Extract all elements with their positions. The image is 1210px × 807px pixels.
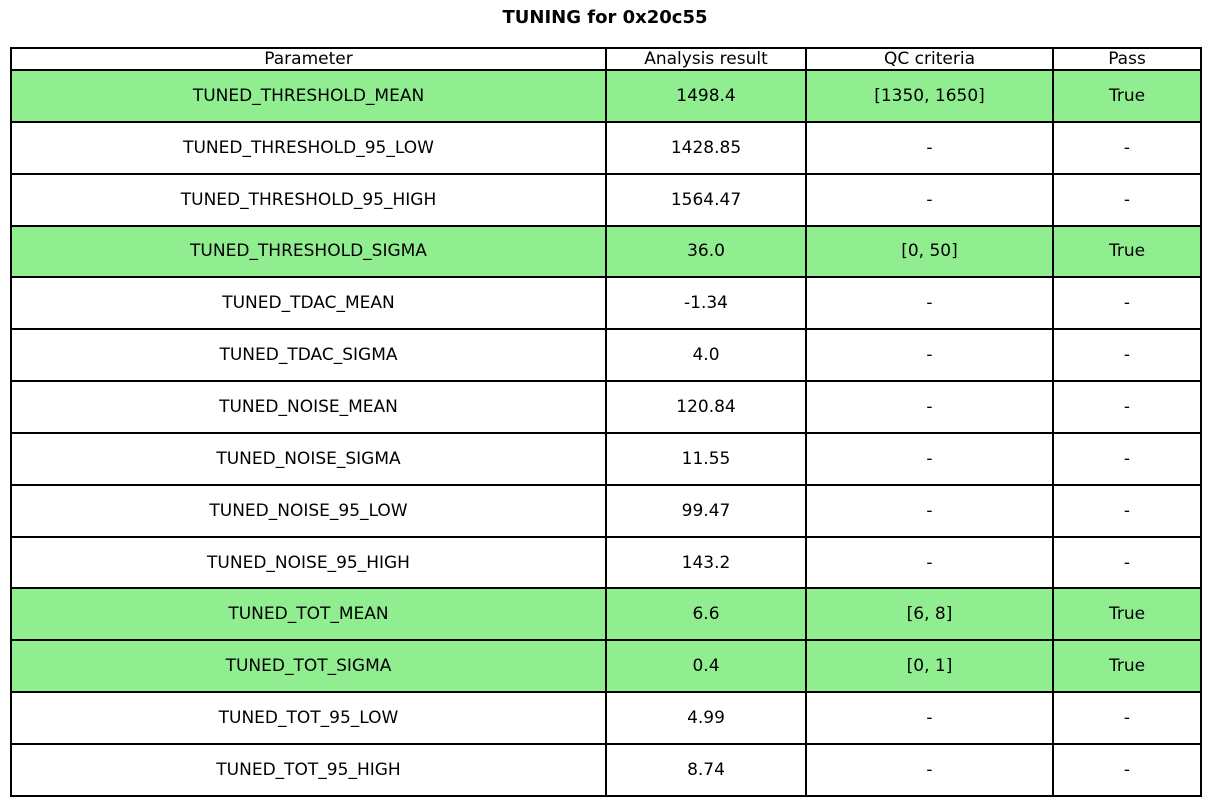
parameter-cell: TUNED_NOISE_95_LOW bbox=[10, 483, 607, 538]
pass-cell: - bbox=[1052, 120, 1202, 175]
parameter-cell: TUNED_TOT_95_LOW bbox=[10, 691, 607, 745]
table-row: TUNED_TDAC_SIGMA 4.0- - bbox=[10, 328, 1202, 383]
parameter-cell: TUNED_TOT_95_HIGH bbox=[10, 742, 607, 798]
parameter-cell: TUNED_TDAC_SIGMA bbox=[10, 328, 607, 383]
tuning-qc-table: Parameter Analysis result QC criteria Pa… bbox=[10, 47, 1202, 798]
table-row: TUNED_TDAC_MEAN -1.34- - bbox=[10, 276, 1202, 331]
table-row: TUNED_TOT_MEAN 6.6 [6, 8] True bbox=[10, 587, 1202, 642]
analysis-result-cell: 0.4 bbox=[605, 639, 807, 694]
qc-criteria-cell: [1350, 1650] bbox=[805, 69, 1054, 123]
parameter-cell: TUNED_TDAC_MEAN bbox=[10, 276, 607, 331]
qc-criteria-cell: - bbox=[805, 172, 1054, 227]
table-row: TUNED_THRESHOLD_MEAN 1498.4 [1350, 1650] Tr… bbox=[10, 69, 1202, 123]
table-row: TUNED_TOT_SIGMA 0.4 [0, 1] True bbox=[10, 639, 1202, 694]
page-title: TUNING for 0x20c55 bbox=[502, 7, 708, 28]
qc-criteria-cell: - bbox=[805, 120, 1054, 175]
pass-cell: True bbox=[1052, 639, 1202, 694]
qc-criteria-cell: - bbox=[805, 691, 1054, 745]
column-header-pass: Pass bbox=[1052, 47, 1202, 71]
table-row: TUNED_THRESHOLD_95_HIGH 1564.47- - bbox=[10, 172, 1202, 227]
pass-cell: - bbox=[1052, 276, 1202, 331]
pass-cell: - bbox=[1052, 742, 1202, 798]
analysis-result-cell: 11.55 bbox=[605, 431, 807, 486]
table-row: TUNED_TOT_95_LOW 4.99- - bbox=[10, 691, 1202, 745]
pass-cell: True bbox=[1052, 587, 1202, 642]
parameter-cell: TUNED_TOT_SIGMA bbox=[10, 639, 607, 694]
column-header-parameter: Parameter bbox=[10, 47, 607, 71]
pass-cell: - bbox=[1052, 380, 1202, 434]
qc-criteria-cell: - bbox=[805, 380, 1054, 434]
analysis-result-cell: 120.84 bbox=[605, 380, 807, 434]
table-row: TUNED_NOISE_MEAN 120.84- - bbox=[10, 380, 1202, 434]
qc-criteria-cell: - bbox=[805, 328, 1054, 383]
analysis-result-cell: 1564.47 bbox=[605, 172, 807, 227]
table-row: TUNED_NOISE_SIGMA 11.55- - bbox=[10, 431, 1202, 486]
pass-cell: - bbox=[1052, 691, 1202, 745]
parameter-cell: TUNED_NOISE_95_HIGH bbox=[10, 535, 607, 590]
table-row: TUNED_TOT_95_HIGH 8.74- - bbox=[10, 742, 1202, 798]
qc-criteria-cell: - bbox=[805, 535, 1054, 590]
analysis-result-cell: 143.2 bbox=[605, 535, 807, 590]
pass-cell: True bbox=[1052, 69, 1202, 123]
qc-criteria-cell: - bbox=[805, 276, 1054, 331]
parameter-cell: TUNED_NOISE_SIGMA bbox=[10, 431, 607, 486]
qc-criteria-cell: - bbox=[805, 431, 1054, 486]
analysis-result-cell: 6.6 bbox=[605, 587, 807, 642]
pass-cell: - bbox=[1052, 172, 1202, 227]
parameter-cell: TUNED_TOT_MEAN bbox=[10, 587, 607, 642]
column-header-qc-criteria: QC criteria bbox=[805, 47, 1054, 71]
qc-criteria-cell: [0, 50] bbox=[805, 224, 1054, 279]
pass-cell: - bbox=[1052, 431, 1202, 486]
analysis-result-cell: -1.34 bbox=[605, 276, 807, 331]
analysis-result-cell: 8.74 bbox=[605, 742, 807, 798]
pass-cell: - bbox=[1052, 483, 1202, 538]
table-row: TUNED_THRESHOLD_95_LOW 1428.85- - bbox=[10, 120, 1202, 175]
table-row: TUNED_NOISE_95_HIGH 143.2- - bbox=[10, 535, 1202, 590]
parameter-cell: TUNED_THRESHOLD_MEAN bbox=[10, 69, 607, 123]
qc-criteria-cell: [0, 1] bbox=[805, 639, 1054, 694]
pass-cell: True bbox=[1052, 224, 1202, 279]
table-row: TUNED_NOISE_95_LOW 99.47- - bbox=[10, 483, 1202, 538]
table-row: TUNED_THRESHOLD_SIGMA 36.0 [0, 50] True bbox=[10, 224, 1202, 279]
qc-criteria-cell: [6, 8] bbox=[805, 587, 1054, 642]
qc-criteria-cell: - bbox=[805, 742, 1054, 798]
analysis-result-cell: 99.47 bbox=[605, 483, 807, 538]
parameter-cell: TUNED_NOISE_MEAN bbox=[10, 380, 607, 434]
analysis-result-cell: 36.0 bbox=[605, 224, 807, 279]
analysis-result-cell: 4.99 bbox=[605, 691, 807, 745]
analysis-result-cell: 1498.4 bbox=[605, 69, 807, 123]
analysis-result-cell: 1428.85 bbox=[605, 120, 807, 175]
parameter-cell: TUNED_THRESHOLD_95_LOW bbox=[10, 120, 607, 175]
column-header-analysis-result: Analysis result bbox=[605, 47, 807, 71]
pass-cell: - bbox=[1052, 535, 1202, 590]
parameter-cell: TUNED_THRESHOLD_95_HIGH bbox=[10, 172, 607, 227]
header-row: Parameter Analysis result QC criteria Pa… bbox=[10, 47, 1202, 71]
parameter-cell: TUNED_THRESHOLD_SIGMA bbox=[10, 224, 607, 279]
pass-cell: - bbox=[1052, 328, 1202, 383]
analysis-result-cell: 4.0 bbox=[605, 328, 807, 383]
qc-criteria-cell: - bbox=[805, 483, 1054, 538]
